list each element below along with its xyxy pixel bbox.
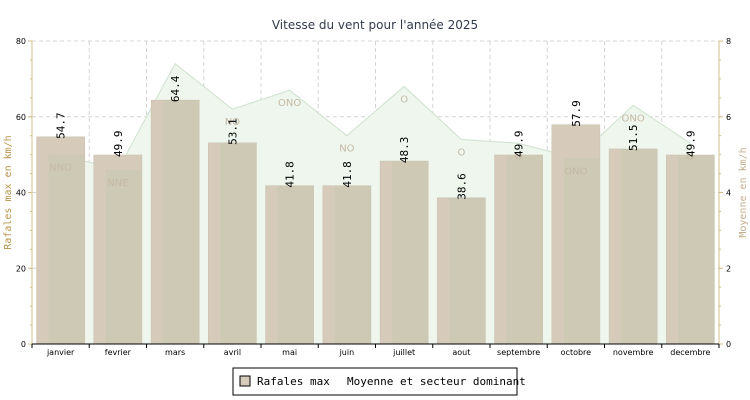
bar-value-label-octobre: 57.9 <box>570 100 583 127</box>
bar-overlap-mai <box>277 185 314 344</box>
bar-value-label-juillet: 48.3 <box>398 137 411 164</box>
y-tick-label-right: 6 <box>726 113 731 122</box>
direction-label-fevrier: NNE <box>107 178 128 189</box>
legend-swatch-rafales <box>239 375 251 387</box>
y-axis-title-left: Rafales max en km/h <box>3 135 14 249</box>
x-tick-label-mai: mai <box>282 348 297 357</box>
chart-title: Vitesse du vent pour l'année 2025 <box>272 18 478 32</box>
plot-area: NNO NNE NO ONO NO O O O ONO ONO O 54.7 49.9 64.4 53.1 4… <box>3 37 749 357</box>
x-tick-label-juillet: juillet <box>392 348 415 357</box>
y-tick-label-left: 0 <box>21 340 26 349</box>
bar-overlap-fevrier <box>105 169 142 344</box>
x-tick-label-octobre: octobre <box>561 348 592 357</box>
direction-label-avril: NO <box>225 117 240 128</box>
bar-overlap-juin <box>334 185 371 344</box>
x-tick-label-juin: juin <box>339 348 355 357</box>
y-tick-label-right: 0 <box>726 340 731 349</box>
direction-label-decembre: O <box>686 151 694 162</box>
bar-value-label-novembre: 51.5 <box>627 124 640 151</box>
direction-label-janvier: NNO <box>49 163 72 174</box>
y-tick-label-left: 20 <box>16 264 26 273</box>
bar-overlap-septembre <box>506 155 543 344</box>
bar-overlap-decembre <box>678 155 715 344</box>
direction-label-juillet: O <box>400 94 408 105</box>
x-tick-label-novembre: novembre <box>613 348 654 357</box>
x-tick-label-janvier: janvier <box>46 348 75 357</box>
legend-box <box>232 367 518 396</box>
direction-label-novembre: ONO <box>622 113 645 124</box>
direction-label-septembre: O <box>515 151 523 162</box>
x-tick-label-mars: mars <box>165 348 185 357</box>
bar-value-label-janvier: 54.7 <box>55 112 68 139</box>
y-tick-label-right: 8 <box>726 37 731 46</box>
direction-label-mai: ONO <box>278 98 301 109</box>
y-tick-label-left: 40 <box>16 189 26 198</box>
bar-overlap-janvier <box>48 154 85 344</box>
y-tick-label-left: 60 <box>16 113 26 122</box>
bar-overlap-octobre <box>563 158 600 344</box>
legend-label-rafales: Rafales max <box>257 375 330 388</box>
y-axis-title-right: Moyenne en km/h <box>738 147 749 237</box>
bar-value-label-fevrier: 49.9 <box>112 131 125 158</box>
x-tick-label-avril: avril <box>224 348 241 357</box>
bar-value-label-mai: 41.8 <box>284 161 297 188</box>
x-tick-label-septembre: septembre <box>497 348 540 357</box>
bar-value-label-septembre: 49.9 <box>513 131 526 158</box>
x-tick-label-aout: aout <box>452 348 470 357</box>
direction-label-juin: NO <box>339 144 354 155</box>
x-tick-label-decembre: decembre <box>670 348 710 357</box>
bar-overlap-juillet <box>392 161 429 344</box>
bar-value-label-aout: 38.6 <box>455 173 468 200</box>
y-tick-label-left: 80 <box>16 37 26 46</box>
bar-value-label-juin: 41.8 <box>341 161 354 188</box>
direction-label-octobre: ONO <box>564 166 587 177</box>
bar-overlap-aout <box>449 197 486 344</box>
y-tick-label-right: 4 <box>726 189 731 198</box>
y-tick-label-right: 2 <box>726 264 731 273</box>
bar-value-label-avril: 53.1 <box>226 118 239 145</box>
bar-overlap-avril <box>220 142 257 344</box>
bar-value-label-decembre: 49.9 <box>684 131 697 158</box>
bar-overlap-mars <box>163 100 200 345</box>
bar-overlap-novembre <box>621 148 658 344</box>
legend-label-moyenne: Moyenne et secteur dominant <box>347 375 526 388</box>
legend: Rafales max Moyenne et secteur dominant <box>232 367 526 396</box>
bar-value-label-mars: 64.4 <box>169 75 182 102</box>
x-tick-label-fevrier: fevrier <box>105 348 132 357</box>
direction-label-aout: O <box>457 147 465 158</box>
